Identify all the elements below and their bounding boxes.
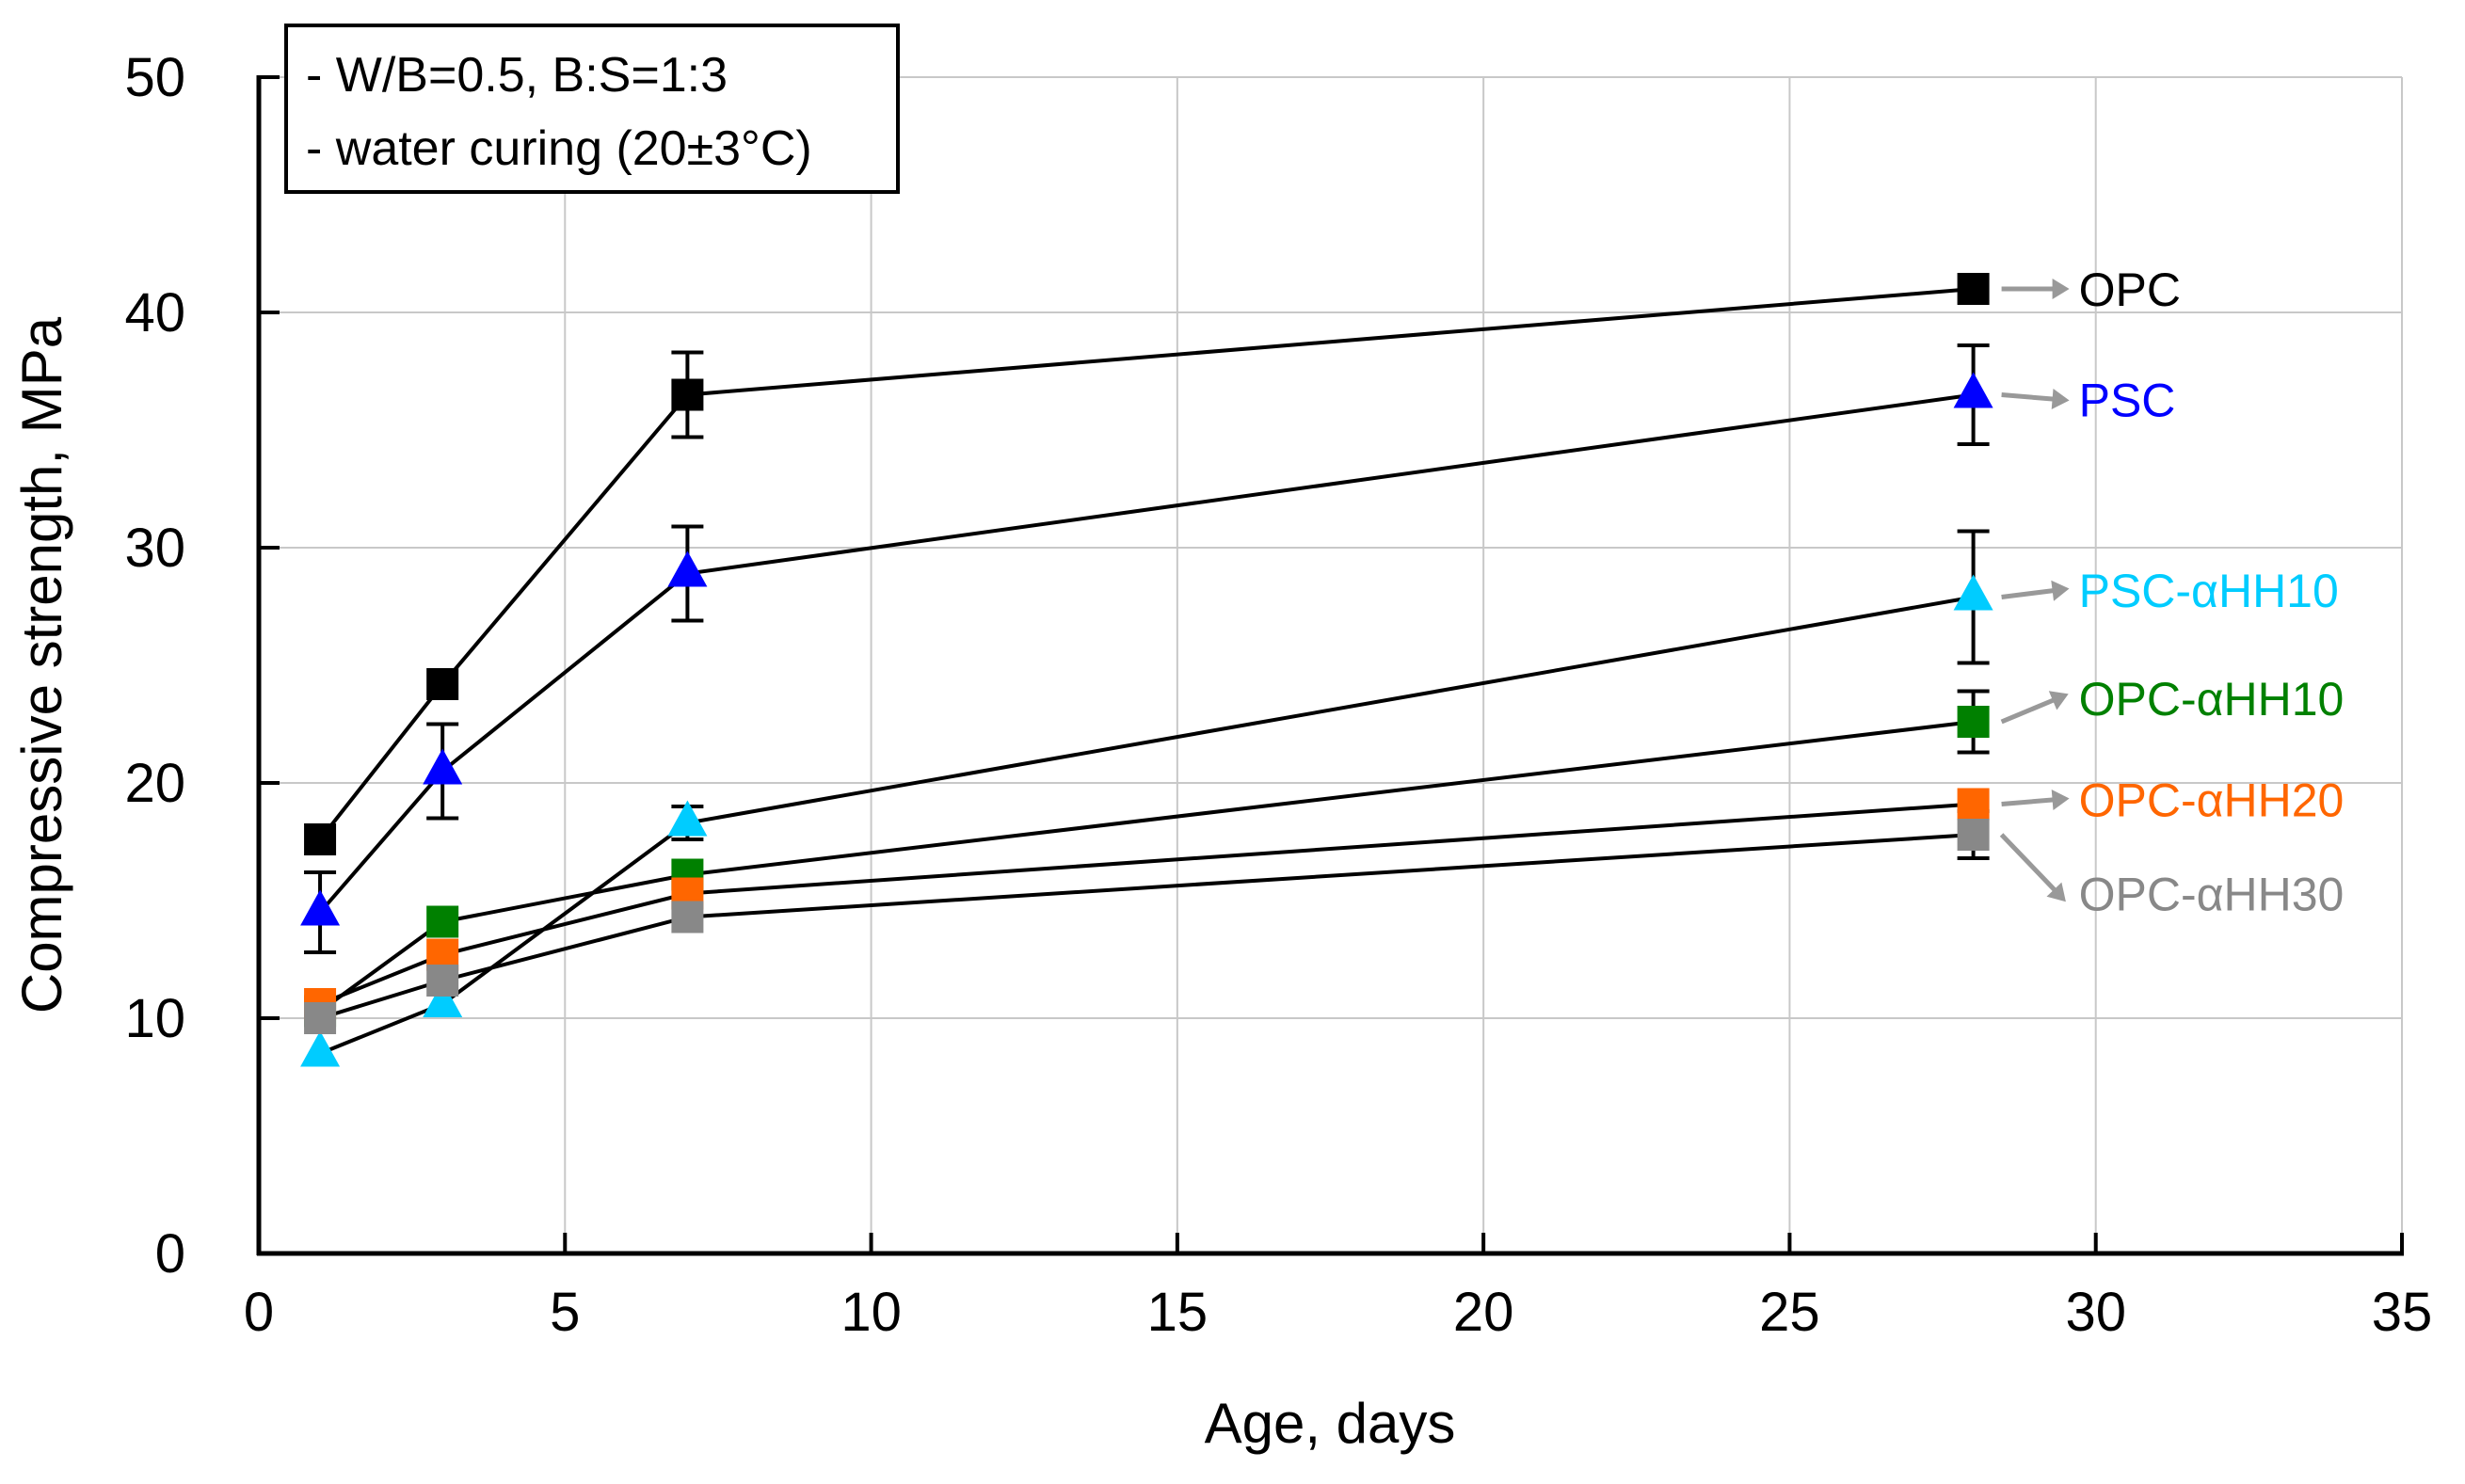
series-label-arrow — [2000, 695, 2059, 725]
data-point-square — [671, 378, 704, 411]
series-label-arrow — [2001, 392, 2058, 402]
x-tick-label: 35 — [2372, 1282, 2433, 1343]
series-labels: OPC PSC PSC-αHH10 OPC-αHH10 OPC-αHH20 OPC-αHH… — [1999, 263, 2345, 921]
series-label: OPC — [2079, 263, 2181, 316]
data-point-square — [1957, 706, 1990, 738]
data-point-square — [426, 905, 459, 938]
x-tick-label: 10 — [840, 1282, 902, 1343]
series-line — [319, 595, 1974, 1056]
annotation-line-2: - water curing (20±3°C) — [306, 121, 812, 176]
y-tick-label: 0 — [155, 1223, 185, 1285]
series-label-arrowhead — [2046, 882, 2066, 902]
series-label-arrow — [1999, 833, 2060, 896]
series-label-arrowhead — [2051, 389, 2070, 409]
y-tick-label: 40 — [124, 282, 185, 343]
annotation-box: - W/B=0.5, B:S=1:3 - water curing (20±3°… — [284, 24, 900, 194]
series-lines — [318, 287, 1974, 1056]
data-point-triangle — [667, 800, 708, 837]
series-line — [318, 720, 1974, 1013]
series-label: PSC — [2079, 375, 2176, 427]
series-markers — [300, 273, 1993, 1067]
series-line — [318, 287, 1974, 841]
data-point-triangle — [667, 551, 708, 587]
plot-area — [259, 77, 2402, 1253]
x-tick-labels: 0 5 10 15 20 25 30 35 — [244, 1282, 2432, 1343]
x-tick-label: 20 — [1453, 1282, 1514, 1343]
annotation-line-1: - W/B=0.5, B:S=1:3 — [306, 48, 728, 103]
data-point-triangle — [1953, 372, 1993, 408]
series-label: OPC-αHH20 — [2079, 774, 2345, 827]
data-point-triangle — [423, 981, 463, 1017]
series-label-arrowhead — [2048, 691, 2069, 710]
y-axis-title: Compressive strength, MPa — [10, 316, 73, 1013]
y-tick-label: 20 — [124, 753, 185, 814]
x-tick-label: 5 — [550, 1282, 580, 1343]
data-point-square — [304, 1002, 337, 1034]
y-tick-labels: 0 10 20 30 40 50 — [124, 47, 185, 1285]
data-point-triangle — [423, 748, 463, 785]
series-line — [318, 392, 1974, 914]
series-label: OPC-αHH30 — [2079, 869, 2345, 921]
annotation-frame — [284, 24, 900, 194]
data-point-square — [1957, 273, 1990, 305]
series-label: PSC-αHH10 — [2079, 565, 2339, 617]
series-label: OPC-αHH10 — [2079, 673, 2345, 726]
x-tick-label: 25 — [1759, 1282, 1820, 1343]
series-label-arrow — [2001, 797, 2058, 806]
axes — [256, 75, 2404, 1256]
y-tick-label: 50 — [124, 47, 185, 108]
x-tick-label: 0 — [244, 1282, 274, 1343]
series-label-arrowhead — [2051, 790, 2070, 810]
data-point-square — [426, 965, 459, 997]
y-tick-label: 30 — [124, 518, 185, 579]
x-tick-label: 30 — [2065, 1282, 2126, 1343]
data-point-square — [1957, 819, 1990, 851]
series-line — [319, 833, 1974, 1020]
series-label-arrowhead — [2051, 580, 2070, 601]
series-label-arrow — [2001, 587, 2058, 599]
data-point-square — [671, 901, 704, 933]
data-point-triangle — [1953, 574, 1993, 611]
y-tick-label: 10 — [124, 988, 185, 1049]
data-point-square — [426, 668, 459, 700]
x-axis-title: Age, days — [1205, 1392, 1456, 1455]
data-point-square — [1957, 788, 1990, 821]
data-point-triangle — [300, 1030, 341, 1067]
series-label-arrowhead — [2052, 279, 2070, 299]
data-point-square — [304, 823, 337, 855]
series-line — [319, 802, 1974, 1006]
data-point-triangle — [300, 889, 341, 926]
x-tick-label: 15 — [1147, 1282, 1208, 1343]
